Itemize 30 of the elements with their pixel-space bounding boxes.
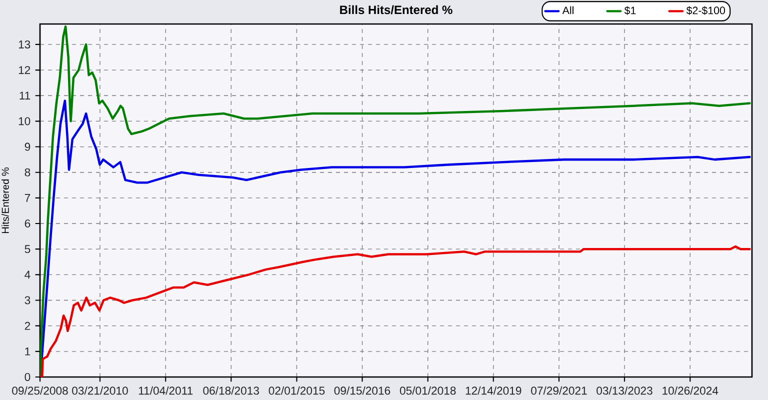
y-tick-label: 4 [24,270,30,279]
legend-label: $2-$100 [686,6,726,15]
y-tick-label: 1 [25,348,30,356]
x-tick-label: 11/04/2011 [138,386,193,395]
x-tick-label: 03/21/2010 [72,386,128,395]
y-tick-label: 2 [24,322,30,330]
x-tick-label: 06/18/2013 [203,386,259,395]
y-tick-label: 8 [24,168,30,176]
y-tick-label: 0 [24,372,30,381]
y-tick-label: 11 [20,92,30,100]
y-tick-label: 5 [24,245,30,254]
y-tick-label: 7 [24,194,30,202]
y-tick-label: 13 [18,40,30,48]
x-tick-label: 09/25/2008 [12,386,68,395]
x-tick-label: 02/01/2015 [268,386,325,395]
y-tick-label: 10 [18,117,30,126]
chart-title: Bills Hits/Entered % [340,5,452,14]
legend-label: $1 [624,6,636,15]
y-tick-label: 6 [24,220,30,228]
y-tick-label: 3 [24,296,30,304]
x-tick-label: 10/26/2024 [662,386,718,395]
y-tick-label: 9 [24,142,30,151]
y-tick-label: 12 [18,66,30,74]
x-tick-label: 05/01/2018 [400,386,456,395]
x-tick-label: 07/29/2021 [531,386,587,395]
legend-label: All [562,6,574,14]
y-axis-title: Hits/Entered % [2,168,9,234]
x-tick-label: 03/13/2023 [596,386,652,395]
x-tick-label: 09/15/2016 [334,386,390,395]
x-tick-label: 12/14/2019 [466,386,522,395]
